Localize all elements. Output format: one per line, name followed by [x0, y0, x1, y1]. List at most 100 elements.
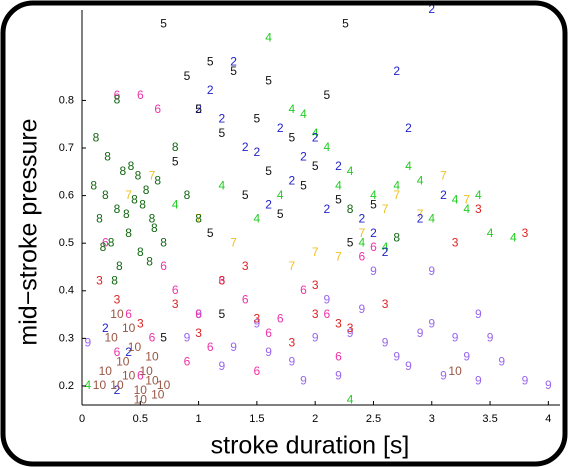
- point: 7: [393, 188, 400, 202]
- point: 2: [405, 121, 412, 135]
- point: 3: [347, 321, 354, 335]
- point: 4: [347, 392, 354, 406]
- point: 6: [207, 340, 214, 354]
- point: 6: [160, 259, 167, 273]
- point: 5: [265, 74, 272, 88]
- point: 3: [195, 326, 202, 340]
- point: 6: [154, 102, 161, 116]
- point: 10: [145, 373, 159, 387]
- point: 8: [149, 212, 156, 226]
- point: 4: [382, 240, 389, 254]
- point: 3: [254, 312, 261, 326]
- point: 7: [230, 235, 237, 249]
- point: 9: [405, 359, 412, 373]
- y-tick-label: 0.5: [59, 237, 74, 249]
- point: 7: [382, 202, 389, 216]
- point: 5: [219, 126, 226, 140]
- point: 5: [172, 154, 179, 168]
- point: 4: [463, 202, 470, 216]
- point: 5: [160, 16, 167, 30]
- point: 2: [277, 121, 284, 135]
- x-tick-label: 2.5: [366, 413, 381, 425]
- point: 10: [116, 354, 130, 368]
- point: 10: [134, 392, 148, 406]
- point: 6: [149, 331, 156, 345]
- point: 7: [417, 207, 424, 221]
- point: 8: [108, 235, 115, 249]
- point: 9: [84, 335, 91, 349]
- point: 10: [122, 321, 136, 335]
- point: 10: [151, 388, 165, 402]
- point: 9: [452, 331, 459, 345]
- point: 4: [84, 378, 91, 392]
- point: 2: [207, 83, 214, 97]
- point: 4: [393, 178, 400, 192]
- point: 9: [254, 316, 261, 330]
- point: 4: [172, 197, 179, 211]
- point: 4: [300, 107, 307, 121]
- point: 8: [123, 207, 130, 221]
- point: 8: [195, 212, 202, 226]
- point: 5: [160, 331, 167, 345]
- point: 6: [219, 273, 226, 287]
- point: 9: [487, 331, 494, 345]
- point: 7: [335, 250, 342, 264]
- point: 9: [475, 373, 482, 387]
- point: 3: [289, 335, 296, 349]
- point: 9: [195, 307, 202, 321]
- point: 5: [207, 226, 214, 240]
- point: 6: [323, 307, 330, 321]
- point: 3: [522, 226, 529, 240]
- point: 2: [265, 197, 272, 211]
- point: 9: [463, 350, 470, 364]
- point: 4: [405, 159, 412, 173]
- point: 2: [114, 383, 121, 397]
- point: 7: [358, 226, 365, 240]
- point: 5: [289, 131, 296, 145]
- point: 6: [195, 307, 202, 321]
- point: 9: [358, 302, 365, 316]
- point: 5: [242, 188, 249, 202]
- point: 2: [358, 212, 365, 226]
- x-tick-label: 1.5: [249, 413, 264, 425]
- point: 2: [242, 140, 249, 154]
- point: 2: [254, 145, 261, 159]
- point: 4: [347, 164, 354, 178]
- point: 6: [114, 345, 121, 359]
- x-tick-label: 0: [79, 413, 85, 425]
- point: 5: [342, 16, 349, 30]
- point: 2: [428, 2, 435, 16]
- point: 2: [312, 131, 319, 145]
- point: 4: [370, 188, 377, 202]
- point: 7: [463, 193, 470, 207]
- point: 7: [312, 245, 319, 259]
- point: 4: [475, 188, 482, 202]
- point: 4: [417, 173, 424, 187]
- point: 4: [487, 226, 494, 240]
- point: 3: [382, 297, 389, 311]
- x-axis-label: stroke duration [s]: [211, 432, 410, 460]
- point: 6: [300, 283, 307, 297]
- point: 2: [125, 345, 132, 359]
- point: 4: [254, 212, 261, 226]
- point: 9: [300, 373, 307, 387]
- point: 2: [230, 55, 237, 69]
- point: 8: [116, 259, 123, 273]
- point: 9: [312, 331, 319, 345]
- point: 5: [254, 112, 261, 126]
- y-tick-label: 0.7: [59, 142, 74, 154]
- point: 6: [114, 88, 121, 102]
- point: 8: [160, 235, 167, 249]
- point: 5: [300, 178, 307, 192]
- point: 9: [545, 378, 552, 392]
- point: 3: [312, 307, 319, 321]
- point: 3: [219, 273, 226, 287]
- point: 9: [335, 369, 342, 383]
- point: 10: [99, 364, 113, 378]
- point: 4: [289, 102, 296, 116]
- point: 5: [230, 64, 237, 78]
- point: 9: [265, 345, 272, 359]
